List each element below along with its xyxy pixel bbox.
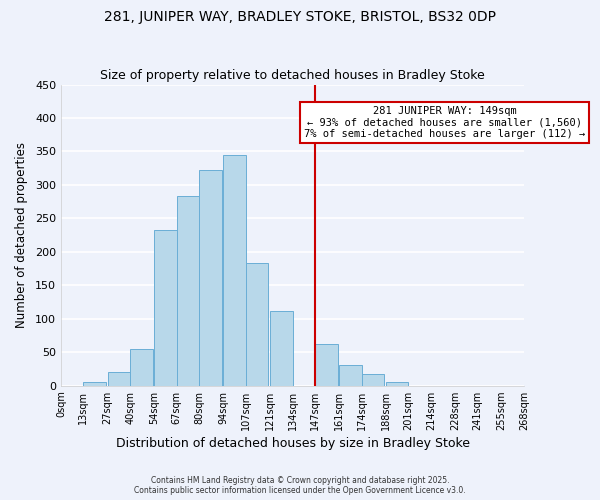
Title: Size of property relative to detached houses in Bradley Stoke: Size of property relative to detached ho… xyxy=(100,69,485,82)
Y-axis label: Number of detached properties: Number of detached properties xyxy=(15,142,28,328)
X-axis label: Distribution of detached houses by size in Bradley Stoke: Distribution of detached houses by size … xyxy=(116,437,470,450)
Bar xyxy=(339,365,362,386)
Bar xyxy=(386,382,409,386)
Bar xyxy=(177,196,199,386)
Bar xyxy=(315,344,338,386)
Bar xyxy=(246,262,268,386)
Text: 281 JUNIPER WAY: 149sqm
← 93% of detached houses are smaller (1,560)
7% of semi-: 281 JUNIPER WAY: 149sqm ← 93% of detache… xyxy=(304,106,585,139)
Bar xyxy=(223,156,246,386)
Bar xyxy=(83,382,106,386)
Text: Contains HM Land Registry data © Crown copyright and database right 2025.
Contai: Contains HM Land Registry data © Crown c… xyxy=(134,476,466,495)
Bar xyxy=(270,312,293,386)
Text: 281, JUNIPER WAY, BRADLEY STOKE, BRISTOL, BS32 0DP: 281, JUNIPER WAY, BRADLEY STOKE, BRISTOL… xyxy=(104,10,496,24)
Bar xyxy=(199,170,221,386)
Bar xyxy=(362,374,384,386)
Bar xyxy=(107,372,130,386)
Bar xyxy=(130,349,152,386)
Bar xyxy=(154,230,177,386)
